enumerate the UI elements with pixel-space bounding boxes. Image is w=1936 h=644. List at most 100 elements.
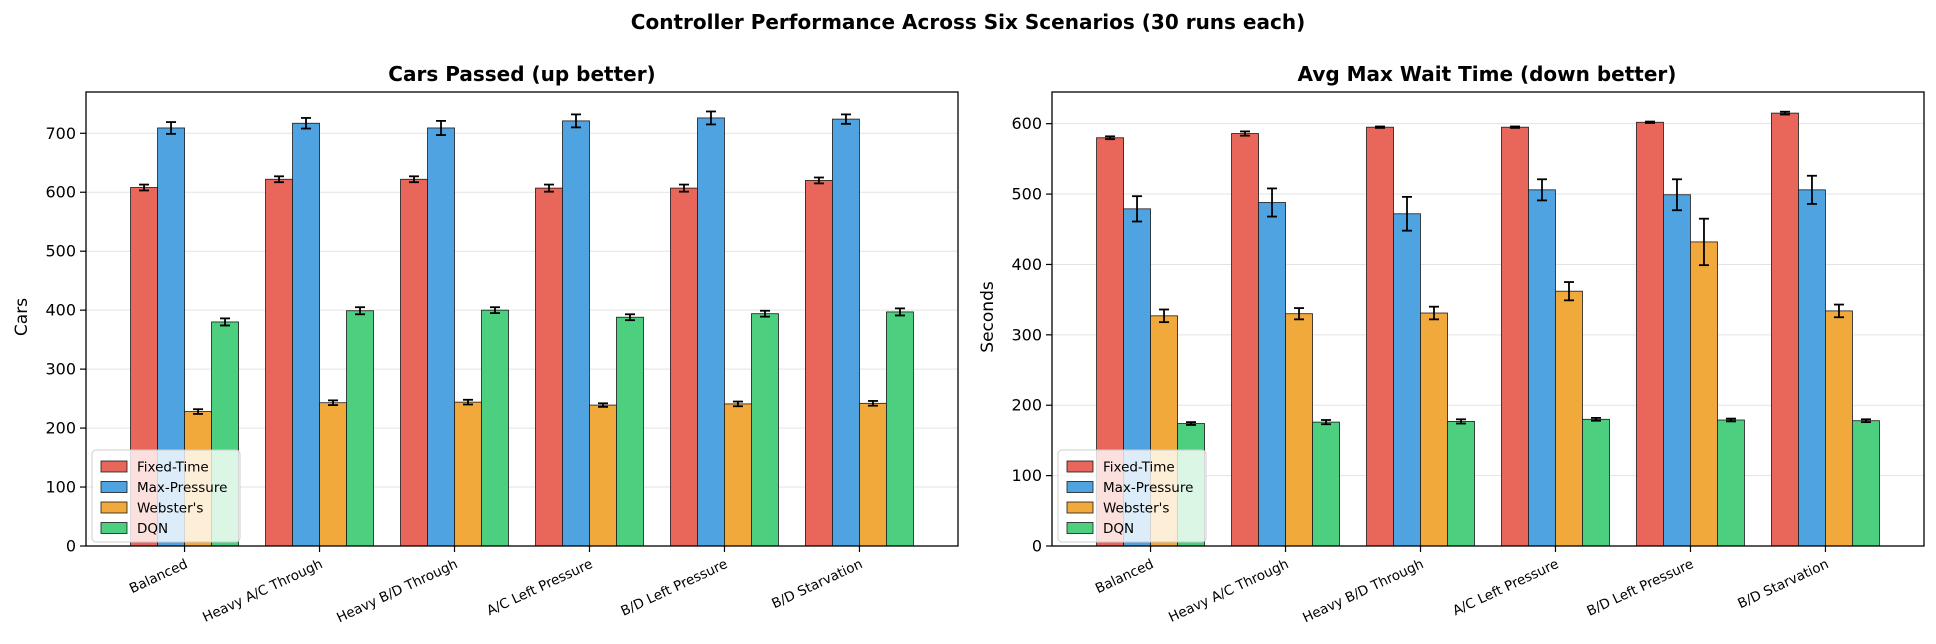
errorbar-webster-s-a-c-left-pressure bbox=[597, 402, 608, 408]
bar-webster-s-b-d-left-pressure bbox=[1690, 241, 1718, 547]
bar-dqn-b-d-left-pressure bbox=[751, 313, 779, 547]
errorbar-dqn-heavy-a-c-through bbox=[355, 306, 366, 316]
bar-fixed-time-b-d-starvation bbox=[1771, 112, 1799, 547]
legend-swatch-webster-s bbox=[100, 501, 128, 514]
chart-panel-avg-max-wait: Avg Max Wait Time (down better) Seconds … bbox=[978, 62, 1925, 626]
legend-label-webster-s: Webster's bbox=[137, 501, 203, 517]
errorbar-webster-s-heavy-a-c-through bbox=[1294, 307, 1305, 321]
x-tick-label: Heavy A/C Through bbox=[200, 556, 325, 626]
bar-fixed-time-heavy-a-c-through bbox=[265, 178, 293, 547]
y-axis-label: Seconds bbox=[978, 281, 998, 353]
x-tick-label: B/D Starvation bbox=[769, 556, 865, 612]
x-tick-label: B/D Left Pressure bbox=[1584, 556, 1696, 619]
figure-title: Controller Performance Across Six Scenar… bbox=[631, 10, 1305, 34]
errorbar-dqn-heavy-a-c-through bbox=[1321, 419, 1332, 426]
x-tick-label: A/C Left Pressure bbox=[1450, 556, 1561, 619]
x-tick-label: Balanced bbox=[127, 556, 190, 597]
bar-webster-s-heavy-a-c-through bbox=[1285, 313, 1313, 547]
errorbar-dqn-a-c-left-pressure bbox=[1590, 416, 1601, 422]
errorbar-fixed-time-a-c-left-pressure bbox=[543, 183, 554, 193]
errorbar-fixed-time-a-c-left-pressure bbox=[1509, 125, 1520, 129]
bar-webster-s-b-d-starvation bbox=[859, 402, 887, 547]
bar-dqn-b-d-left-pressure bbox=[1717, 419, 1745, 547]
x-tick-label: A/C Left Pressure bbox=[484, 556, 595, 619]
errorbar-fixed-time-balanced bbox=[1105, 135, 1116, 141]
errorbar-max-pressure-heavy-a-c-through bbox=[1267, 187, 1278, 218]
errorbar-max-pressure-b-d-starvation bbox=[1806, 174, 1817, 205]
x-tick-label: Heavy B/D Through bbox=[334, 556, 460, 626]
bar-max-pressure-b-d-starvation bbox=[832, 118, 860, 547]
bar-max-pressure-b-d-left-pressure bbox=[1663, 194, 1691, 547]
bar-max-pressure-b-d-left-pressure bbox=[697, 117, 725, 547]
y-tick-label: 600 bbox=[45, 183, 76, 202]
chart-title: Cars Passed (up better) bbox=[388, 62, 655, 86]
bar-dqn-b-d-starvation bbox=[1852, 420, 1880, 547]
errorbar-fixed-time-balanced bbox=[139, 183, 150, 192]
bar-max-pressure-heavy-b-d-through bbox=[427, 127, 455, 547]
bar-max-pressure-b-d-starvation bbox=[1798, 189, 1826, 547]
errorbar-max-pressure-b-d-left-pressure bbox=[705, 110, 716, 126]
y-axis-label: Cars bbox=[12, 298, 32, 336]
errorbar-webster-s-heavy-b-d-through bbox=[1429, 305, 1440, 321]
y-tick-label: 500 bbox=[45, 242, 76, 261]
y-tick-label: 100 bbox=[1011, 466, 1042, 485]
y-tick-label: 200 bbox=[45, 419, 76, 438]
y-tick-label: 300 bbox=[1011, 325, 1042, 344]
bar-webster-s-b-d-starvation bbox=[1825, 310, 1853, 547]
errorbar-max-pressure-heavy-a-c-through bbox=[301, 117, 312, 130]
y-tick-label: 700 bbox=[45, 124, 76, 143]
plot-area: 0 100 200 300 400 500 600 700 Balanced Heavy A/C … bbox=[45, 91, 959, 626]
bar-fixed-time-heavy-b-d-through bbox=[1366, 126, 1394, 547]
x-tick-label: B/D Left Pressure bbox=[618, 556, 730, 619]
errorbar-max-pressure-b-d-left-pressure bbox=[1671, 178, 1682, 212]
errorbar-max-pressure-a-c-left-pressure bbox=[1536, 178, 1547, 202]
legend-label-max-pressure: Max-Pressure bbox=[137, 480, 227, 496]
legend-label-fixed-time: Fixed-Time bbox=[137, 460, 209, 476]
bar-webster-s-b-d-left-pressure bbox=[724, 403, 752, 547]
y-tick-label: 200 bbox=[1011, 396, 1042, 415]
errorbar-webster-s-b-d-starvation bbox=[1833, 303, 1844, 319]
bar-max-pressure-heavy-a-c-through bbox=[1258, 202, 1286, 547]
bar-dqn-heavy-a-c-through bbox=[346, 310, 374, 547]
errorbar-webster-s-heavy-b-d-through bbox=[463, 398, 474, 406]
errorbar-fixed-time-b-d-starvation bbox=[813, 176, 824, 185]
legend-label-dqn: DQN bbox=[1103, 521, 1134, 537]
errorbar-dqn-b-d-left-pressure bbox=[759, 309, 770, 318]
legend-label-fixed-time: Fixed-Time bbox=[1103, 460, 1175, 476]
errorbar-max-pressure-heavy-b-d-through bbox=[1402, 195, 1413, 232]
errorbar-dqn-b-d-left-pressure bbox=[1725, 417, 1736, 423]
y-tick-label: 100 bbox=[45, 478, 76, 497]
errorbar-webster-s-b-d-left-pressure bbox=[732, 400, 743, 408]
bar-dqn-b-d-starvation bbox=[886, 311, 914, 547]
errorbar-fixed-time-b-d-left-pressure bbox=[1644, 120, 1655, 124]
bar-webster-s-a-c-left-pressure bbox=[589, 404, 617, 547]
errorbar-webster-s-b-d-starvation bbox=[867, 400, 878, 407]
x-tick-label: Heavy B/D Through bbox=[1300, 556, 1426, 626]
bar-fixed-time-a-c-left-pressure bbox=[1501, 126, 1529, 547]
errorbar-dqn-balanced bbox=[1186, 421, 1197, 426]
y-tick-label: 500 bbox=[1011, 185, 1042, 204]
axes-frame bbox=[85, 91, 959, 547]
errorbar-fixed-time-heavy-a-c-through bbox=[274, 175, 285, 184]
y-tick-label: 0 bbox=[1032, 537, 1042, 556]
axes-frame bbox=[1051, 91, 1925, 547]
legend-label-dqn: DQN bbox=[137, 521, 168, 537]
errorbar-webster-s-balanced bbox=[1159, 308, 1170, 324]
legend-swatch-dqn bbox=[1066, 522, 1094, 534]
errorbar-fixed-time-b-d-starvation bbox=[1779, 110, 1790, 116]
errorbar-max-pressure-b-d-starvation bbox=[840, 113, 851, 125]
bar-max-pressure-a-c-left-pressure bbox=[562, 120, 590, 547]
errorbar-dqn-b-d-starvation bbox=[1860, 418, 1871, 424]
errorbar-max-pressure-balanced bbox=[1132, 195, 1143, 223]
errorbar-fixed-time-heavy-a-c-through bbox=[1240, 130, 1251, 137]
bar-fixed-time-a-c-left-pressure bbox=[535, 187, 563, 547]
errorbar-webster-s-b-d-left-pressure bbox=[1698, 217, 1709, 267]
bar-dqn-heavy-b-d-through bbox=[481, 309, 509, 547]
y-tick-label: 600 bbox=[1011, 114, 1042, 133]
errorbar-fixed-time-b-d-left-pressure bbox=[678, 183, 689, 193]
legend-label-max-pressure: Max-Pressure bbox=[1103, 480, 1193, 496]
errorbar-max-pressure-heavy-b-d-through bbox=[436, 119, 447, 136]
x-tick-label: Balanced bbox=[1093, 556, 1156, 597]
legend-box bbox=[91, 449, 241, 543]
